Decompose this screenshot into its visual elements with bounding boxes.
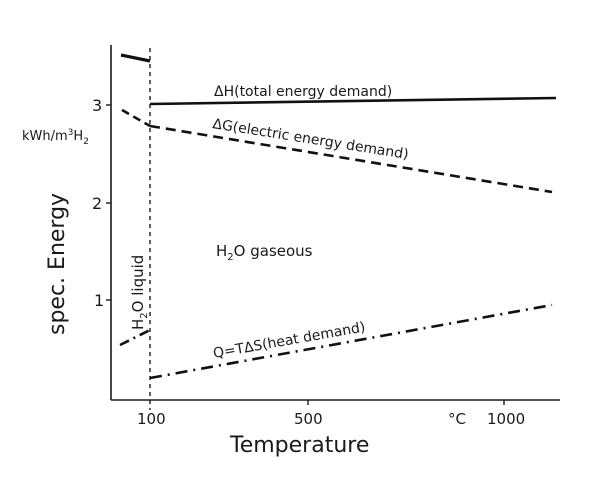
region-liquid-label: H2O liquid [129, 255, 150, 330]
y-axis-title: spec. Energy [45, 193, 70, 335]
dh-line-gaseous [149, 96, 557, 106]
x-tick-label-1000: 1000 [487, 410, 525, 428]
dg-annotation: ΔG(electric energy demand) [211, 116, 409, 163]
q-annotation: Q=TΔS(heat demand) [212, 319, 367, 362]
x-tick-label-500: 500 [294, 410, 323, 428]
q-line-liquid [119, 328, 151, 347]
y-tick-label-1: 1 [94, 291, 104, 310]
region-gaseous-label: H2O gaseous [216, 242, 313, 263]
dh-line-liquid [120, 53, 151, 63]
dh-annotation: ΔH(total energy demand) [214, 84, 392, 100]
y-tick-label-3: 3 [92, 96, 102, 115]
x-unit-label: °C [448, 410, 466, 428]
y-tick-label-2: 2 [92, 194, 102, 213]
dg-line-liquid [121, 108, 151, 128]
dg-line-gaseous [149, 124, 553, 194]
q-line-gaseous [149, 303, 553, 380]
x-axis-title: Temperature [229, 433, 369, 458]
x-tick-label-100: 100 [137, 410, 166, 428]
y-unit-label: kWh/m3H2 [22, 128, 89, 147]
